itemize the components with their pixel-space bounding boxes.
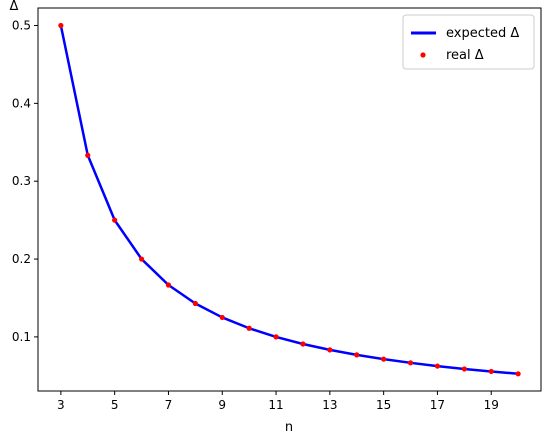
data-point-real: [327, 347, 333, 353]
x-tick-label: 9: [218, 398, 226, 412]
series-line-expected: [59, 25, 519, 376]
legend-label-expected: expected Δ: [446, 26, 519, 41]
x-tick-label: 17: [430, 398, 445, 412]
x-tick-label: 7: [165, 398, 173, 412]
data-point-real: [165, 282, 172, 288]
legend-box: [402, 14, 535, 70]
legend-swatch-real: [420, 52, 426, 58]
x-tick-label: 3: [57, 398, 65, 412]
x-axis-label: n: [285, 420, 293, 435]
y-axis-ticks: 0.1 0.2 0.3 0.4 0.5: [12, 19, 38, 344]
legend-label-real: real Δ: [446, 48, 484, 63]
y-tick-label: 0.5: [12, 19, 31, 33]
data-point-real: [515, 371, 521, 377]
data-point-real: [192, 300, 198, 307]
x-tick-label: 19: [484, 398, 499, 412]
y-tick-label: 0.1: [12, 330, 31, 344]
data-point-real: [246, 325, 252, 331]
data-point-real: [273, 334, 279, 340]
data-point-real: [488, 368, 494, 375]
data-point-real: [219, 314, 225, 321]
y-tick-label: 0.3: [12, 174, 31, 188]
y-tick-label: 0.4: [12, 96, 31, 110]
x-tick-label: 11: [268, 398, 283, 412]
x-tick-label: 5: [111, 398, 119, 412]
data-point-real: [138, 256, 145, 262]
data-point-real: [300, 341, 306, 347]
data-point-real: [85, 152, 91, 158]
y-tick-label: 0.2: [12, 252, 31, 266]
data-point-real: [354, 352, 360, 358]
data-point-real: [112, 217, 118, 223]
x-tick-label: 13: [322, 398, 337, 412]
x-tick-label: 15: [376, 398, 391, 412]
data-point-real: [58, 22, 64, 29]
legend: expected Δ real Δ: [402, 14, 535, 70]
data-point-real: [461, 366, 467, 372]
data-point-real: [407, 360, 414, 366]
y-axis-label: Δ: [10, 0, 19, 14]
plot-area: [37, 7, 542, 392]
data-point-real: [381, 356, 387, 362]
series-layer: [58, 22, 521, 377]
x-axis-ticks: 3 5 7 9 11 13 15 17 19: [57, 391, 499, 412]
data-point-real: [434, 363, 441, 369]
